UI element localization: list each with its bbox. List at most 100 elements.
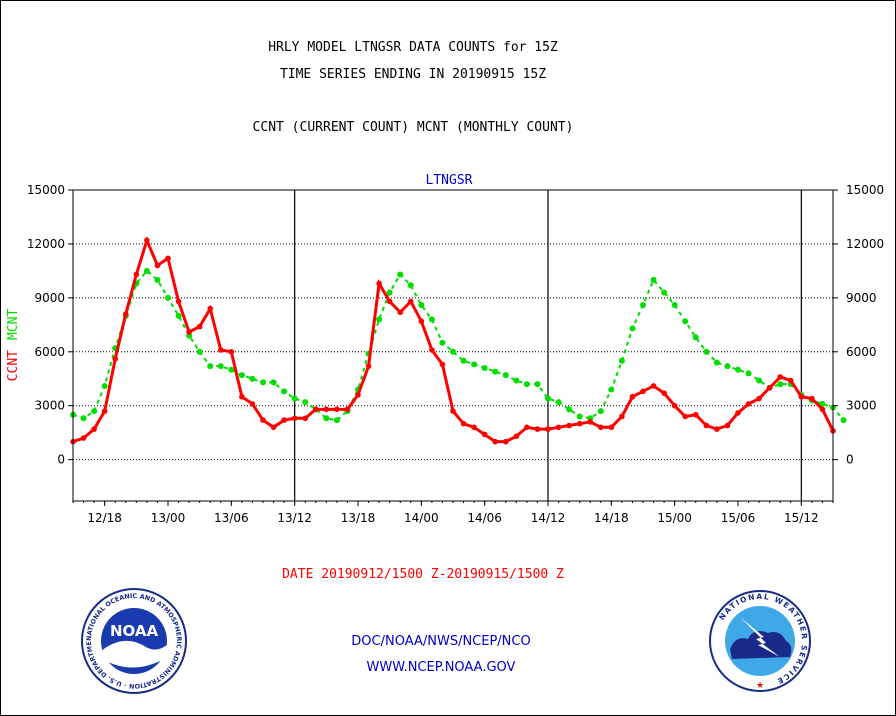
- nws-star-icon: ★: [756, 680, 764, 690]
- x-tick-label: 15/00: [657, 511, 692, 525]
- data-point-ccnt: [671, 402, 678, 409]
- data-point-ccnt: [281, 417, 287, 423]
- data-point-mcnt: [323, 415, 330, 422]
- data-point-mcnt: [281, 388, 288, 395]
- data-point-mcnt: [460, 357, 467, 364]
- data-point-ccnt: [175, 298, 182, 305]
- data-point-mcnt: [692, 334, 699, 341]
- data-point-mcnt: [165, 294, 171, 301]
- data-point-mcnt: [576, 413, 583, 420]
- data-point-ccnt: [196, 323, 203, 330]
- data-point-ccnt: [798, 393, 805, 400]
- data-point-mcnt: [713, 359, 720, 366]
- x-tick-label: 13/12: [277, 511, 312, 525]
- data-point-mcnt: [545, 395, 551, 402]
- data-point-mcnt: [238, 372, 245, 379]
- data-point-mcnt: [428, 316, 435, 323]
- data-point-ccnt: [386, 298, 393, 305]
- data-point-ccnt: [207, 305, 214, 312]
- data-point-ccnt: [766, 384, 773, 391]
- data-point-mcnt: [840, 417, 847, 424]
- x-tick-label: 15/12: [784, 511, 819, 525]
- data-point-ccnt: [692, 411, 699, 418]
- y-tick-label-right: 6000: [846, 345, 877, 359]
- data-point-ccnt: [597, 424, 604, 431]
- data-point-ccnt: [661, 390, 667, 396]
- data-point-mcnt: [534, 381, 541, 388]
- data-point-mcnt: [682, 318, 689, 325]
- data-point-ccnt: [608, 424, 615, 431]
- data-point-mcnt: [492, 368, 499, 375]
- data-point-ccnt: [165, 255, 171, 262]
- data-point-mcnt: [291, 395, 298, 402]
- chart-subtitle: CCNT (CURRENT COUNT) MCNT (MONTHLY COUNT…: [253, 120, 574, 135]
- footer-website: WWW.NCEP.NOAA.GOV: [367, 660, 516, 675]
- data-point-mcnt: [450, 348, 456, 355]
- series-layer: [70, 235, 847, 445]
- data-point-ccnt: [787, 377, 794, 384]
- data-point-ccnt: [91, 426, 97, 432]
- data-point-ccnt: [133, 271, 140, 278]
- data-point-mcnt: [270, 379, 277, 386]
- noaa-logo: NOAA NATIONAL OCEANIC AND ATMOSPHERIC AD…: [81, 588, 187, 694]
- y-tick-label-right: 9000: [846, 291, 877, 305]
- data-point-ccnt: [481, 431, 488, 438]
- data-point-ccnt: [619, 413, 625, 420]
- data-point-mcnt: [502, 372, 509, 379]
- y-axis-label-ccnt: CCNT: [6, 350, 21, 381]
- data-point-ccnt: [566, 422, 572, 429]
- data-point-ccnt: [355, 392, 361, 398]
- data-point-ccnt: [186, 329, 192, 335]
- data-point-mcnt: [101, 382, 108, 389]
- data-point-ccnt: [112, 356, 119, 362]
- y-tick-label-left: 6000: [34, 345, 65, 359]
- data-point-ccnt: [576, 420, 583, 427]
- data-point-mcnt: [386, 289, 393, 296]
- data-point-ccnt: [260, 417, 266, 423]
- data-point-ccnt: [228, 348, 235, 355]
- noaa-logo-center-text: NOAA: [110, 622, 159, 640]
- data-point-mcnt: [154, 276, 161, 283]
- series-line-mcnt: [72, 269, 845, 422]
- data-point-ccnt: [492, 438, 499, 445]
- data-point-mcnt: [650, 276, 657, 283]
- y-axis-label: CCNT MCNT: [6, 309, 21, 382]
- data-point-mcnt: [196, 348, 203, 355]
- x-tick-label: 14/12: [531, 511, 566, 525]
- y-tick-label-left: 12000: [27, 237, 65, 251]
- data-point-ccnt: [724, 422, 731, 429]
- data-point-ccnt: [323, 406, 330, 413]
- grid-layer: [73, 190, 833, 501]
- noaa-bird-icon: [101, 640, 167, 668]
- data-point-ccnt: [397, 309, 404, 316]
- data-point-mcnt: [418, 302, 425, 309]
- data-point-mcnt: [523, 381, 530, 388]
- data-point-ccnt: [555, 424, 562, 431]
- x-tick-label: 12/18: [87, 511, 122, 525]
- y-tick-label-right: 0: [846, 453, 854, 467]
- data-point-ccnt: [460, 420, 467, 427]
- data-point-ccnt: [545, 426, 551, 432]
- data-point-ccnt: [745, 401, 752, 407]
- data-point-ccnt: [429, 347, 435, 353]
- plot-area-border: [72, 189, 834, 502]
- data-point-ccnt: [735, 410, 741, 416]
- data-point-ccnt: [144, 237, 150, 244]
- data-point-mcnt: [397, 271, 404, 278]
- data-point-ccnt: [471, 424, 477, 431]
- panel-label: LTNGSR: [426, 173, 473, 188]
- data-point-mcnt: [228, 366, 235, 373]
- data-point-mcnt: [819, 400, 826, 407]
- chart-title-line-1: HRLY MODEL LTNGSR DATA COUNTS for 15Z: [268, 40, 558, 55]
- data-point-ccnt: [640, 388, 646, 395]
- data-point-ccnt: [450, 408, 456, 414]
- data-point-mcnt: [745, 370, 752, 377]
- data-point-mcnt: [439, 339, 446, 346]
- data-point-ccnt: [154, 262, 161, 269]
- data-point-ccnt: [819, 406, 826, 413]
- x-tick-label: 13/00: [151, 511, 186, 525]
- data-point-ccnt: [418, 318, 425, 325]
- data-point-ccnt: [365, 363, 372, 369]
- data-point-mcnt: [608, 386, 615, 393]
